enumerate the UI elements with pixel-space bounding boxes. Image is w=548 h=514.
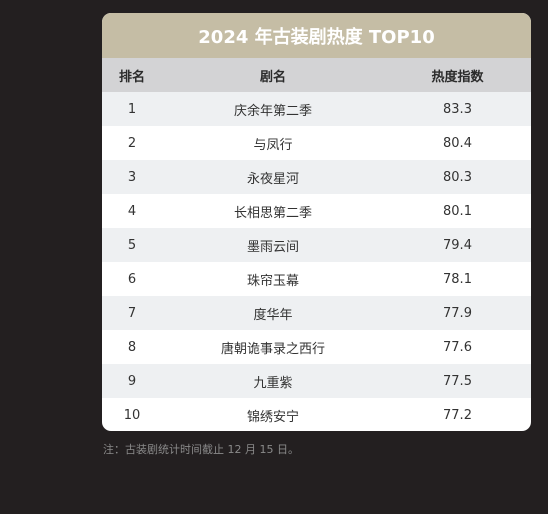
table-row: 3 永夜星河 80.3: [102, 160, 531, 194]
rank-cell: 7: [127, 305, 137, 321]
heat-cell: 78.1: [443, 271, 472, 287]
name-cell: 唐朝诡事录之西行: [220, 341, 325, 357]
footnote: 注：古装剧统计时间截止 12 月 15 日。: [103, 443, 299, 456]
table-row: 5 墨雨云间 79.4: [102, 228, 531, 262]
table-row: 8 唐朝诡事录之西行 77.6: [102, 330, 531, 364]
name-cell: 墨雨云间: [246, 239, 299, 255]
rank-cell: 9: [127, 373, 137, 389]
table-row: 4 长相思第二季 80.1: [102, 194, 531, 228]
header-rank: 排名: [118, 69, 145, 85]
heat-cell: 80.4: [443, 135, 472, 151]
heat-cell: 77.9: [443, 305, 472, 321]
ranking-table: 2024 年古装剧热度 TOP10 排名 剧名 热度指数 1 庆余年第二季 83…: [102, 13, 531, 431]
rank-cell: 3: [127, 169, 137, 185]
table-row: 10 锦绣安宁 77.2: [102, 398, 531, 431]
heat-cell: 77.2: [443, 407, 472, 423]
heat-cell: 80.1: [443, 203, 472, 219]
heat-cell: 77.5: [443, 373, 472, 389]
heat-cell: 77.6: [443, 339, 472, 355]
header-name: 剧名: [259, 69, 286, 85]
table-row: 7 度华年 77.9: [102, 296, 531, 330]
name-cell: 庆余年第二季: [233, 103, 312, 119]
table-row: 9 九重紫 77.5: [102, 364, 531, 398]
name-cell: 九重紫: [253, 375, 293, 391]
rank-cell: 1: [127, 101, 137, 117]
name-cell: 与凤行: [253, 137, 293, 153]
rank-cell: 8: [127, 339, 137, 355]
name-cell: 锦绣安宁: [246, 409, 299, 425]
name-cell: 珠帘玉幕: [246, 273, 299, 289]
table-row: 1 庆余年第二季 83.3: [102, 92, 531, 126]
table-header-row: 排名 剧名 热度指数: [102, 58, 531, 92]
heat-cell: 83.3: [443, 101, 472, 117]
table-title: 2024 年古装剧热度 TOP10: [102, 13, 531, 58]
table-row: 2 与凤行 80.4: [102, 126, 531, 160]
rank-cell: 4: [127, 203, 137, 219]
name-cell: 度华年: [253, 307, 293, 323]
name-cell: 永夜星河: [246, 171, 299, 187]
header-heat: 热度指数: [431, 69, 484, 85]
rank-cell: 10: [123, 407, 141, 423]
heat-cell: 80.3: [443, 169, 472, 185]
table-row: 6 珠帘玉幕 78.1: [102, 262, 531, 296]
rank-cell: 6: [127, 271, 137, 287]
name-cell: 长相思第二季: [233, 205, 312, 221]
rank-cell: 5: [127, 237, 137, 253]
rank-cell: 2: [127, 135, 137, 151]
heat-cell: 79.4: [443, 237, 472, 253]
